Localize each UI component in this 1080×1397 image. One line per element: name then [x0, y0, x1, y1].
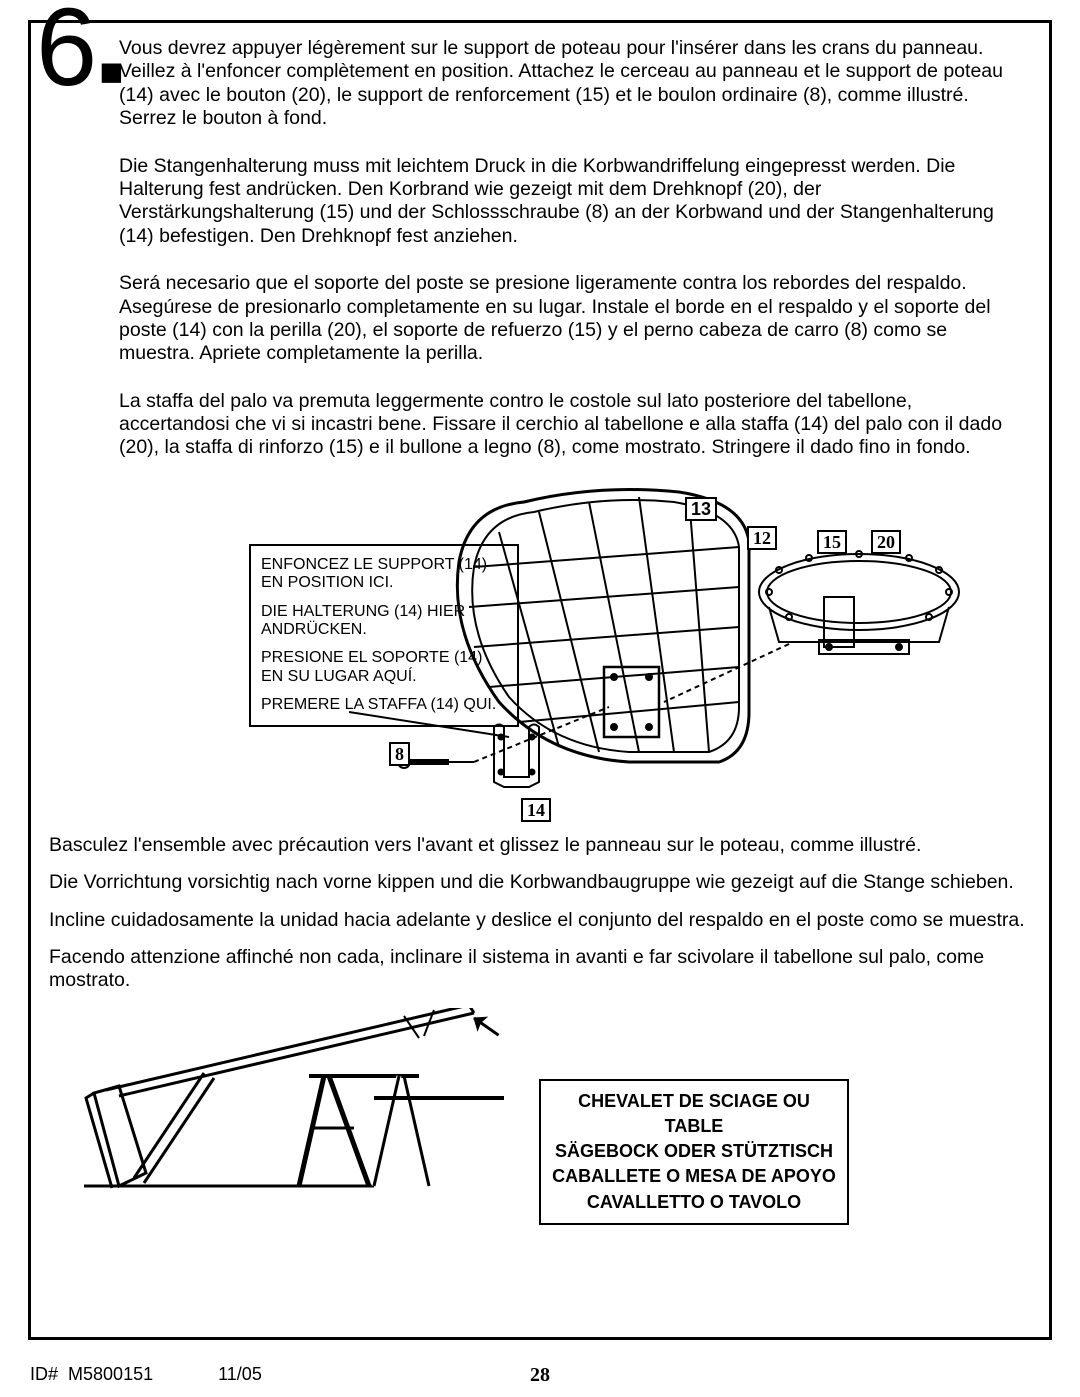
partnum-13: 13 — [685, 497, 717, 521]
illustration-2: CHEVALET DE SCIAGE OU TABLE SÄGEBOCK ODE… — [49, 1013, 1031, 1183]
lower-de: Die Vorrichtung vorsichtig nach vorne ki… — [49, 871, 1031, 894]
backboard-drawing — [349, 472, 989, 822]
content-frame: 6■ Vous devrez appuyer légèrement sur le… — [28, 20, 1052, 1340]
page-number: 28 — [530, 1364, 550, 1387]
instruction-block: Vous devrez appuyer légèrement sur le su… — [119, 37, 1021, 460]
sawhorse-es: CABALLETE O MESA DE APOYO — [551, 1164, 837, 1189]
lower-it: Facendo attenzione affinché non cada, in… — [49, 946, 1031, 993]
partnum-12: 12 — [747, 526, 777, 550]
partnum-14: 14 — [521, 798, 551, 822]
tilt-drawing — [74, 1008, 504, 1193]
para-es: Será necesario que el soporte del poste … — [119, 272, 1021, 366]
footer-id: ID# M5800151 — [30, 1364, 153, 1385]
partnum-20: 20 — [871, 530, 901, 554]
para-fr: Vous devrez appuyer légèrement sur le su… — [119, 37, 1021, 131]
illustration-1: ENFONCEZ LE SUPPORT (14) EN POSITION ICI… — [49, 484, 1031, 824]
para-it: La staffa del palo va premuta leggerment… — [119, 390, 1021, 460]
page: 6■ Vous devrez appuyer légèrement sur le… — [0, 0, 1080, 1397]
sawhorse-de: SÄGEBOCK ODER STÜTZTISCH — [551, 1139, 837, 1164]
partnum-8: 8 — [389, 742, 410, 766]
footer-date: 11/05 — [218, 1364, 262, 1385]
lower-instruction-block: Basculez l'ensemble avec précaution vers… — [49, 834, 1031, 993]
partnum-15: 15 — [817, 530, 847, 554]
sawhorse-label-box: CHEVALET DE SCIAGE OU TABLE SÄGEBOCK ODE… — [539, 1079, 849, 1225]
sawhorse-fr: CHEVALET DE SCIAGE OU TABLE — [551, 1089, 837, 1139]
lower-fr: Basculez l'ensemble avec précaution vers… — [49, 834, 1031, 857]
para-de: Die Stangenhalterung muss mit leichtem D… — [119, 155, 1021, 249]
lower-es: Incline cuidadosamente la unidad hacia a… — [49, 909, 1031, 932]
footer: ID# M5800151 11/05 28 — [30, 1364, 1050, 1385]
step-number: 6■ — [36, 0, 123, 103]
sawhorse-it: CAVALLETTO O TAVOLO — [551, 1190, 837, 1215]
